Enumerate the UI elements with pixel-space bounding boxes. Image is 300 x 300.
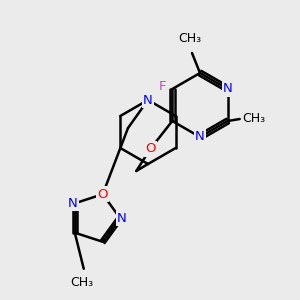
Text: O: O	[98, 188, 108, 201]
Text: F: F	[158, 80, 166, 94]
Text: CH₃: CH₃	[178, 34, 202, 47]
Text: N: N	[223, 82, 232, 95]
Text: CH₃: CH₃	[70, 276, 93, 289]
Text: N: N	[195, 130, 205, 143]
Text: N: N	[117, 212, 127, 224]
Text: N: N	[143, 94, 153, 106]
Text: O: O	[145, 142, 155, 155]
Text: CH₃: CH₃	[242, 112, 265, 125]
Text: N: N	[68, 197, 78, 210]
Text: CH₃: CH₃	[178, 32, 202, 46]
